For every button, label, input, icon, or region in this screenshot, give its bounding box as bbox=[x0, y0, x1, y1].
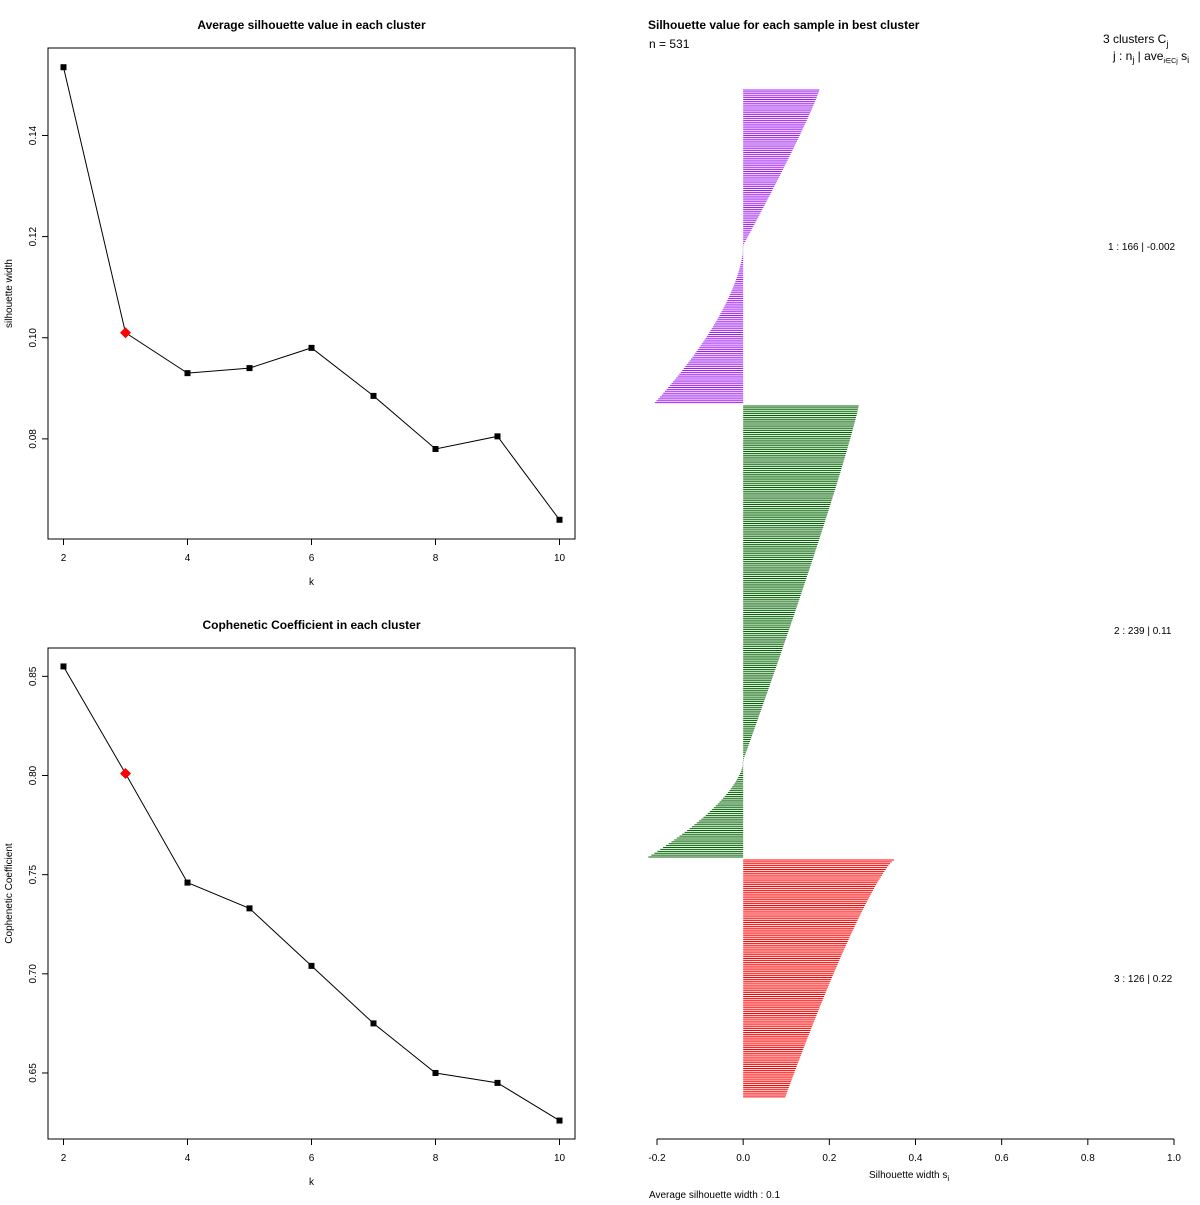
silhouette-best-point bbox=[120, 327, 131, 339]
cophenetic-data-point bbox=[308, 962, 315, 969]
cophenetic-y-tick-label: 0.80 bbox=[28, 765, 39, 785]
cluster-1-summary: 1 : 166 | -0.002 bbox=[1108, 242, 1176, 253]
silhouette-title: Average silhouette value in each cluster bbox=[197, 18, 426, 32]
silhouette-y-tick-label: 0.10 bbox=[28, 328, 39, 348]
silhouette-data-point bbox=[184, 370, 191, 377]
cluster-legend-header: 3 clusters Cj bbox=[1103, 32, 1168, 49]
silhouette-panel: Average silhouette value in each cluster… bbox=[4, 18, 576, 588]
cophenetic-y-tick-label: 0.70 bbox=[28, 964, 39, 984]
cophenetic-data-point bbox=[60, 663, 67, 670]
cluster-3-bars bbox=[743, 859, 894, 1098]
cophenetic-x-tick-label: 10 bbox=[554, 1153, 566, 1164]
cophenetic-series-line bbox=[63, 666, 560, 1121]
cluster-2-bars bbox=[648, 405, 859, 858]
cluster-1-bars bbox=[654, 89, 820, 404]
silhouette-x-tick-label: 10 bbox=[554, 553, 566, 564]
silhouette-x-tick-label: 0.8 bbox=[1081, 1153, 1095, 1164]
silhouette-y-tick-label: 0.14 bbox=[28, 125, 39, 145]
silhouette-y-label: silhouette width bbox=[4, 259, 15, 328]
silhouette-x-tick-label: 8 bbox=[433, 553, 439, 564]
cophenetic-data-point bbox=[370, 1020, 377, 1027]
silhouette-plot-frame bbox=[47, 47, 576, 540]
silhouette-x-tick-label: 4 bbox=[185, 553, 191, 564]
silhouette-data-point bbox=[308, 344, 315, 351]
silhouette-x-tick-label: 1.0 bbox=[1167, 1153, 1181, 1164]
cophenetic-data-point bbox=[432, 1069, 439, 1076]
cophenetic-y-label: Cophenetic Coefficient bbox=[4, 843, 15, 944]
silhouette-x-tick-label: 0.6 bbox=[995, 1153, 1009, 1164]
silhouette-sample-panel: Silhouette value for each sample in best… bbox=[648, 18, 1189, 1201]
silhouette-y-tick-label: 0.12 bbox=[28, 226, 39, 246]
silhouette-data-point bbox=[370, 392, 377, 399]
cophenetic-x-label: k bbox=[309, 1177, 315, 1188]
cophenetic-data-point bbox=[556, 1117, 563, 1124]
cophenetic-x-tick-label: 8 bbox=[433, 1153, 439, 1164]
silhouette-data-point bbox=[432, 445, 439, 452]
silhouette-data-point bbox=[494, 433, 501, 440]
cophenetic-y-tick-label: 0.85 bbox=[28, 666, 39, 686]
silhouette-x-tick-label: -0.2 bbox=[648, 1153, 666, 1164]
silhouette-x-label: Silhouette width si bbox=[869, 1170, 949, 1183]
cophenetic-panel: Cophenetic Coefficient in each cluster k C… bbox=[4, 618, 576, 1188]
silhouette-sample-title: Silhouette value for each sample in best… bbox=[648, 18, 920, 32]
silhouette-x-tick-label: 2 bbox=[61, 553, 67, 564]
sample-count-label: n = 531 bbox=[649, 37, 690, 51]
average-silhouette-footer: Average silhouette width : 0.1 bbox=[649, 1190, 780, 1200]
silhouette-y-tick-label: 0.08 bbox=[28, 429, 39, 449]
cluster-3-summary: 3 : 126 | 0.22 bbox=[1114, 974, 1173, 985]
silhouette-series-line bbox=[63, 67, 560, 521]
silhouette-x-tick-label: 0.2 bbox=[822, 1153, 836, 1164]
silhouette-x-tick-label: 0.0 bbox=[736, 1153, 750, 1164]
cophenetic-y-tick-label: 0.65 bbox=[28, 1063, 39, 1083]
silhouette-data-point bbox=[60, 64, 67, 71]
cophenetic-title: Cophenetic Coefficient in each cluster bbox=[202, 618, 420, 632]
cophenetic-y-tick-label: 0.75 bbox=[28, 864, 39, 884]
cluster-legend-columns: j : nj | avei∈Cj si bbox=[1112, 49, 1189, 65]
cophenetic-data-point bbox=[246, 905, 253, 912]
cophenetic-x-tick-label: 2 bbox=[61, 1153, 67, 1164]
silhouette-x-tick-label: 0.4 bbox=[909, 1153, 923, 1164]
silhouette-x-label: k bbox=[309, 577, 315, 588]
cophenetic-best-point bbox=[120, 768, 131, 780]
silhouette-x-tick-label: 6 bbox=[309, 553, 315, 564]
cluster-2-summary: 2 : 239 | 0.11 bbox=[1114, 626, 1172, 637]
cophenetic-data-point bbox=[494, 1079, 501, 1086]
cophenetic-x-tick-label: 6 bbox=[309, 1153, 315, 1164]
silhouette-data-point bbox=[246, 365, 253, 372]
silhouette-data-point bbox=[556, 516, 563, 523]
cophenetic-data-point bbox=[184, 879, 191, 886]
cophenetic-x-tick-label: 4 bbox=[185, 1153, 191, 1164]
cophenetic-plot-frame bbox=[47, 647, 576, 1140]
